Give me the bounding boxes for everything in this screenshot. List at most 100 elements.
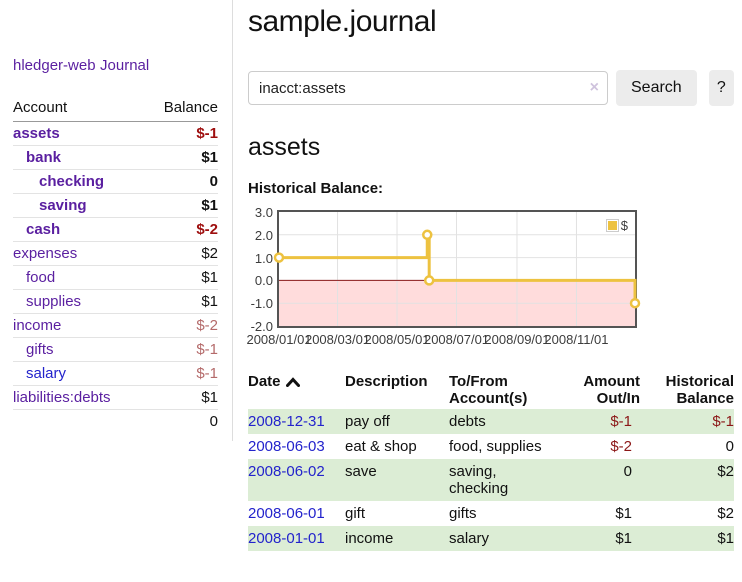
y-axis-tick-label: 3.0 <box>254 205 273 220</box>
account-link[interactable]: liabilities:debts <box>13 389 111 406</box>
register-row: 2008-06-01 gift gifts $1 $2 <box>248 501 734 526</box>
transaction-date-link[interactable]: 2008-06-01 <box>248 505 325 522</box>
transaction-date-link[interactable]: 2008-06-02 <box>248 463 325 480</box>
account-row: saving $1 <box>13 193 218 218</box>
account-balance: $-2 <box>144 313 218 338</box>
x-axis-tick-label: 2008/09/01 <box>484 332 550 347</box>
account-link[interactable]: salary <box>26 365 67 382</box>
y-axis-tick-label: 2.0 <box>254 227 273 243</box>
transaction-balance: 0 <box>725 438 734 455</box>
register-table: Date Description To/From Account(s) Amou… <box>248 371 734 551</box>
accounts-total-value: 0 <box>144 409 218 433</box>
account-balance: $-2 <box>144 217 218 242</box>
register-header-date[interactable]: Date <box>248 371 345 409</box>
register-row: 2008-01-01 income salary $1 $1 <box>248 526 734 551</box>
x-axis-tick-label: 2008/11/01 <box>544 332 609 347</box>
transaction-date-link[interactable]: 2008-01-01 <box>248 530 325 547</box>
transaction-description: pay off <box>345 413 390 430</box>
accounts-header-balance: Balance <box>144 96 218 122</box>
account-row: food $1 <box>13 265 218 290</box>
help-button[interactable]: ? <box>708 70 734 106</box>
historical-balance-chart: $ 3.0 2.0 1.0 0.0 -1.0 -2.0 2008/01/01 2008/03… <box>246 205 734 354</box>
account-link[interactable]: assets <box>13 125 60 142</box>
account-link[interactable]: saving <box>39 197 87 214</box>
account-row: bank $1 <box>13 145 218 170</box>
chart-plot-area: $ <box>273 210 641 328</box>
register-row: 2008-06-03 eat & shop food, supplies $-2 0 <box>248 434 734 459</box>
search-input[interactable] <box>248 71 608 105</box>
account-row: liabilities:debts $1 <box>13 385 218 410</box>
transaction-description: save <box>345 463 377 480</box>
transaction-date-link[interactable]: 2008-06-03 <box>248 438 325 455</box>
account-link[interactable]: food <box>26 269 56 286</box>
account-row: salary $-1 <box>13 361 218 386</box>
transaction-accounts: saving, checking <box>449 463 509 497</box>
account-row: cash $-2 <box>13 217 218 242</box>
account-row: assets $-1 <box>13 121 218 146</box>
register-header-description: Description <box>345 373 428 390</box>
account-link[interactable]: supplies <box>26 293 82 310</box>
account-link[interactable]: checking <box>39 173 105 190</box>
account-link[interactable]: cash <box>26 221 61 238</box>
transaction-amount: $1 <box>615 505 632 522</box>
accounts-table-body: assets $-1 bank $1 checking 0 saving $1 cash $-2 e… <box>13 121 218 433</box>
transaction-description: gift <box>345 505 366 522</box>
account-link[interactable]: expenses <box>13 245 78 262</box>
legend-label: $ <box>620 218 628 233</box>
account-row: checking 0 <box>13 169 218 194</box>
register-header-balance: Historical Balance <box>665 373 734 407</box>
account-heading: assets <box>248 133 321 161</box>
search-bar: × Search ? <box>248 70 734 106</box>
transaction-description: eat & shop <box>345 438 417 455</box>
account-balance: $1 <box>144 385 218 410</box>
register-header-amount: Amount Out/In <box>583 373 640 407</box>
account-row: gifts $-1 <box>13 337 218 362</box>
account-balance: $1 <box>144 289 218 314</box>
search-button[interactable]: Search <box>616 70 697 106</box>
x-axis-tick-label: 2008/05/01 <box>364 332 430 347</box>
transaction-balance: $2 <box>717 505 734 522</box>
account-balance: $1 <box>144 193 218 218</box>
transaction-accounts: food, supplies <box>449 438 542 455</box>
account-row: expenses $2 <box>13 241 218 266</box>
x-axis-tick-label: 2008/01/01 <box>246 332 312 347</box>
y-axis-tick-label: -1.0 <box>250 296 273 312</box>
transaction-accounts: gifts <box>449 505 477 522</box>
account-balance: $-1 <box>144 361 218 386</box>
main-content: sample.journal × Search ? assets Histori… <box>246 0 734 551</box>
account-balance: $-1 <box>144 337 218 362</box>
account-balance: $-1 <box>144 121 218 146</box>
register-row: 2008-12-31 pay off debts $-1 $-1 <box>248 409 734 434</box>
account-balance: $1 <box>144 145 218 170</box>
x-axis-tick-label: 2008/07/01 <box>423 332 490 347</box>
y-axis-tick-label: 0.0 <box>254 273 273 289</box>
accounts-total-row: 0 <box>13 409 218 433</box>
transaction-amount: $1 <box>615 530 632 547</box>
account-row: income $-2 <box>13 313 218 338</box>
chart-title: Historical Balance: <box>248 180 384 197</box>
page-title: sample.journal <box>248 5 437 38</box>
account-balance: $2 <box>144 241 218 266</box>
account-link[interactable]: gifts <box>26 341 54 358</box>
register-table-body: 2008-12-31 pay off debts $-1 $-1 2008-06-03 ea… <box>248 409 734 551</box>
clear-search-icon[interactable]: × <box>589 79 599 96</box>
transaction-accounts: salary <box>449 530 490 547</box>
transaction-accounts: debts <box>449 413 486 430</box>
transaction-description: income <box>345 530 394 547</box>
transaction-amount: 0 <box>623 463 632 480</box>
app-brand-link[interactable]: hledger-web <box>13 57 96 74</box>
account-link[interactable]: income <box>13 317 62 334</box>
account-row: supplies $1 <box>13 289 218 314</box>
sidebar-item-journal[interactable]: Journal <box>100 57 150 74</box>
sidebar: hledger-web Journal Account Balance asse… <box>0 0 233 441</box>
register-header-accounts: To/From Account(s) <box>449 373 528 407</box>
chart-legend: $ <box>603 217 630 234</box>
sort-ascending-icon <box>285 377 300 387</box>
transaction-amount: $-1 <box>610 413 632 430</box>
x-axis-tick-label: 2008/03/01 <box>304 332 371 347</box>
account-link[interactable]: bank <box>26 149 62 166</box>
accounts-header-account: Account <box>13 96 145 122</box>
transaction-date-link[interactable]: 2008-12-31 <box>248 413 325 430</box>
transaction-balance: $2 <box>717 463 734 480</box>
account-balance: $1 <box>144 265 218 290</box>
